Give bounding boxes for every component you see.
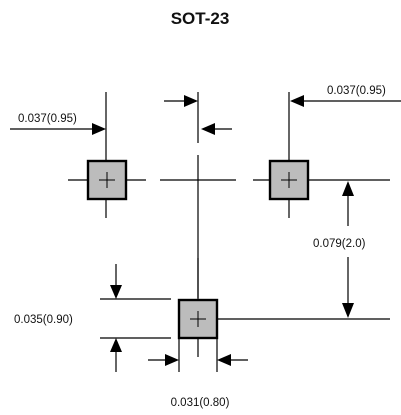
dim-row-spacing-label: 0.079(2.0) bbox=[313, 238, 366, 250]
dim-pad-width: 0.031(0.80) bbox=[148, 339, 248, 409]
pad-bottom bbox=[177, 258, 390, 357]
pad-right bbox=[253, 92, 390, 218]
dim-pitch-right: 0.037(0.95) bbox=[290, 85, 401, 107]
dim-pitch-left-label: 0.037(0.95) bbox=[18, 113, 77, 125]
dim-pad-width-label: 0.031(0.80) bbox=[171, 397, 230, 409]
pad-left bbox=[68, 92, 146, 218]
diagram-title: SOT-23 bbox=[171, 9, 230, 28]
dim-pad-length-label: 0.035(0.90) bbox=[14, 314, 73, 326]
dim-pad-length: 0.035(0.90) bbox=[14, 264, 171, 372]
dim-center-arrows bbox=[164, 92, 232, 143]
dim-row-spacing: 0.079(2.0) bbox=[313, 181, 366, 318]
dim-pitch-left: 0.037(0.95) bbox=[10, 113, 106, 135]
dim-pitch-right-label: 0.037(0.95) bbox=[327, 85, 386, 97]
pad-bottom-body bbox=[177, 298, 219, 340]
